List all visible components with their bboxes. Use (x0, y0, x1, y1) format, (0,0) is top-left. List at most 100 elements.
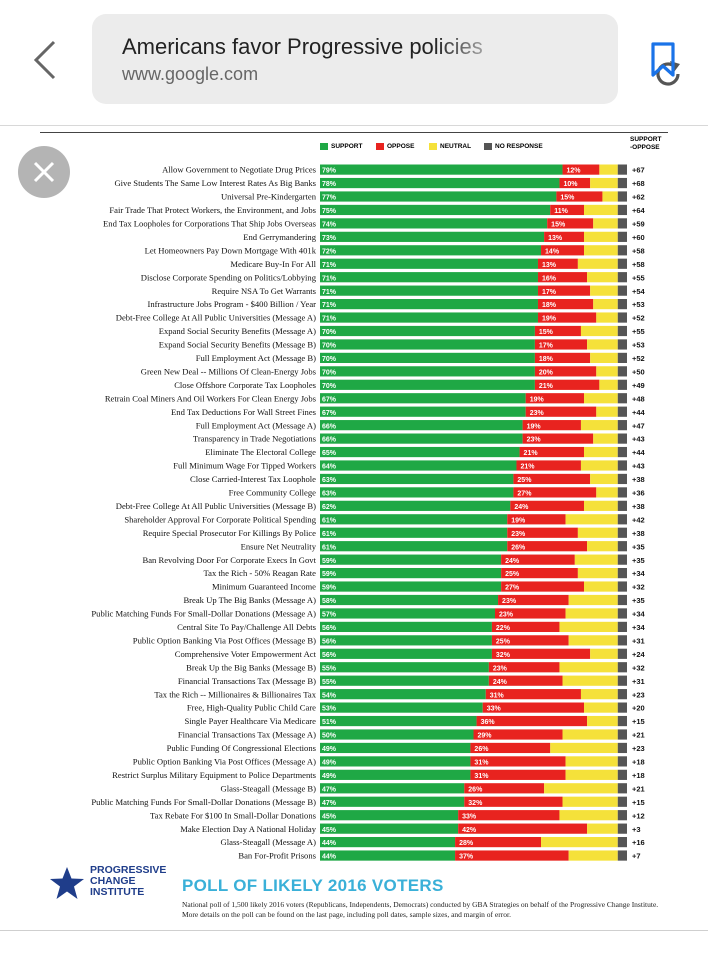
oppose-value-label: 31% (490, 692, 505, 699)
category-label: Central Site To Pay/Challenge All Debts (177, 622, 317, 632)
bar-support (320, 312, 538, 323)
bar-neutral (559, 810, 618, 821)
chevron-left-icon[interactable] (30, 38, 60, 82)
bar-oppose (534, 325, 581, 337)
bar-oppose (534, 339, 588, 350)
support-value-label: 54% (322, 692, 337, 699)
bar-support (320, 850, 456, 861)
bar-no-response (617, 608, 627, 619)
bar-no-response (617, 527, 627, 538)
bar-no-response (617, 164, 627, 175)
bar-neutral (562, 675, 618, 686)
bar-neutral (577, 568, 618, 579)
net-value-label: +49 (632, 381, 645, 390)
support-value-label: 47% (322, 786, 337, 793)
category-label: Expand Social Security Benefits (Message… (159, 340, 316, 350)
bar-oppose (494, 608, 566, 619)
oppose-value-label: 31% (474, 773, 489, 780)
bar-support (320, 473, 514, 485)
bar-support (320, 729, 474, 740)
category-label: Comprehensive Voter Empowerment Act (175, 649, 317, 659)
support-value-label: 50% (322, 733, 337, 740)
bookmark-icon[interactable] (648, 40, 678, 80)
bar-support (320, 406, 526, 417)
bar-no-response (617, 742, 627, 754)
bar-no-response (617, 487, 627, 498)
bar-support (320, 621, 492, 632)
category-label: Green New Deal -- Millions Of Clean-Ener… (141, 366, 317, 376)
oppose-value-label: 28% (459, 840, 474, 847)
bar-no-response (617, 729, 627, 740)
close-icon[interactable] (18, 146, 70, 198)
bar-support (320, 581, 502, 592)
bar-support (320, 608, 495, 619)
legend-swatch-neutral (429, 142, 437, 150)
category-label: Tax the Rich -- Millionaires & Billionai… (154, 689, 316, 699)
support-value-label: 70% (322, 356, 337, 363)
poll-headline: POLL OF LIKELY 2016 VOTERS (182, 876, 444, 895)
oppose-value-label: 24% (505, 558, 520, 565)
bar-no-response (617, 702, 627, 713)
bar-support (320, 541, 508, 552)
bar-neutral (584, 393, 618, 404)
bar-support (320, 218, 548, 229)
address-bar[interactable]: Americans favor Progressive policies www… (92, 14, 680, 104)
org-name-line2: CHANGE (90, 875, 136, 887)
bar-neutral (593, 433, 618, 444)
org-name-line3: INSTITUTE (90, 886, 145, 898)
net-value-label: +52 (632, 354, 645, 363)
bar-neutral (559, 621, 618, 632)
bar-neutral (584, 446, 618, 458)
net-value-label: +18 (632, 771, 645, 780)
bar-oppose (534, 352, 591, 363)
bar-support (320, 527, 508, 538)
bar-neutral (568, 594, 618, 606)
net-value-label: +38 (632, 529, 645, 538)
category-label: Make Election Day A National Holiday (180, 824, 316, 834)
oppose-value-label: 15% (560, 195, 575, 202)
bar-no-response (617, 581, 627, 592)
category-label: Close Offshore Corporate Tax Loopholes (174, 380, 316, 390)
bar-no-response (617, 177, 627, 189)
category-label: Tax the Rich - 50% Reagan Rate (203, 568, 316, 578)
category-label: Public Matching Funds For Small-Dollar D… (91, 609, 316, 619)
category-label: Glass-Steagall (Message A) (221, 837, 317, 847)
bar-no-response (617, 393, 627, 404)
category-label: Expand Social Security Benefits (Message… (159, 326, 316, 336)
oppose-value-label: 20% (539, 369, 554, 376)
net-value-label: +31 (632, 677, 645, 686)
bar-support (320, 352, 535, 363)
bar-oppose (513, 473, 591, 485)
net-value-label: +43 (632, 462, 645, 471)
bar-oppose (507, 514, 566, 525)
support-value-label: 67% (322, 410, 337, 417)
bar-support (320, 285, 538, 296)
bar-neutral (559, 662, 618, 673)
category-label: Disclose Corporate Spending on Politics/… (141, 272, 317, 282)
category-label: Financial Transactions Tax (Message B) (178, 676, 316, 686)
bar-oppose (537, 285, 591, 296)
category-label: Ensure Net Neutrality (241, 541, 317, 551)
oppose-value-label: 36% (481, 719, 496, 726)
net-value-label: +34 (632, 610, 646, 619)
chart-top-rule (40, 132, 668, 133)
bar-neutral (584, 702, 618, 713)
legend-label-neutral: NEUTRAL (440, 142, 472, 150)
bar-oppose (537, 272, 588, 283)
support-value-label: 77% (322, 195, 337, 202)
support-value-label: 44% (322, 854, 337, 861)
bar-oppose (501, 581, 585, 592)
net-value-label: +34 (632, 623, 646, 632)
support-value-label: 45% (322, 813, 337, 820)
bar-support (320, 366, 535, 377)
bar-neutral (584, 204, 618, 216)
support-value-label: 49% (322, 746, 337, 753)
bar-support (320, 379, 535, 390)
net-value-label: +58 (632, 246, 645, 255)
bar-oppose (513, 487, 597, 498)
category-label: Financial Transactions Tax (Message A) (178, 730, 316, 740)
bar-oppose (522, 420, 581, 431)
bar-support (320, 796, 465, 807)
bar-neutral (593, 218, 618, 229)
category-label: Universal Pre-Kindergarten (221, 192, 317, 202)
